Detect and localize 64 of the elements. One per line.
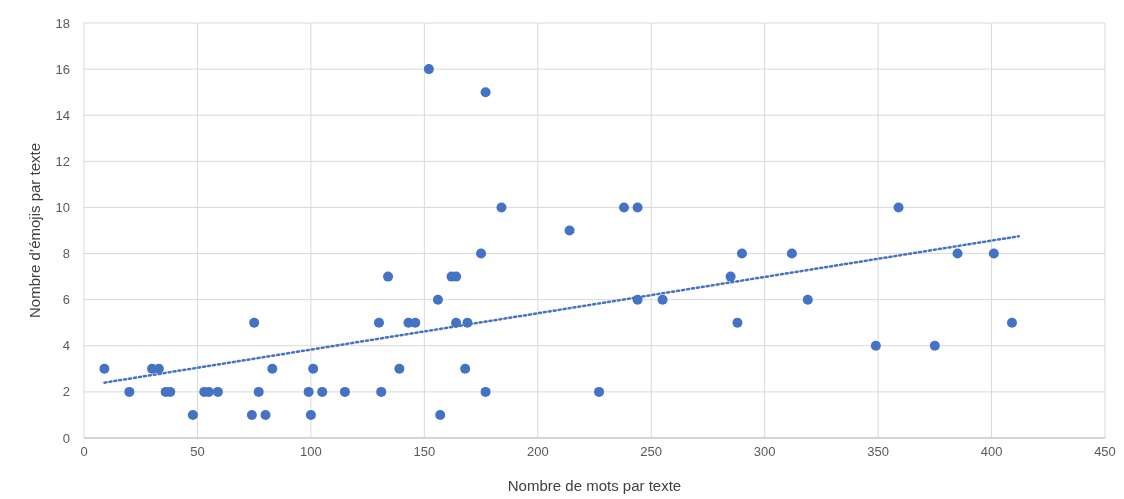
x-tick-label: 350 (867, 444, 889, 459)
point (303, 386, 314, 397)
y-tick-label: 2 (62, 384, 70, 400)
point (423, 64, 434, 75)
point (124, 386, 135, 397)
point (480, 386, 491, 397)
point (267, 363, 278, 374)
point (376, 386, 387, 397)
x-tick-label: 250 (640, 444, 663, 459)
x-tick-label: 300 (753, 444, 776, 459)
y-tick-label: 4 (62, 338, 70, 354)
point (619, 202, 629, 213)
point (460, 363, 471, 374)
point (1006, 317, 1017, 328)
point (952, 248, 963, 259)
point (394, 363, 405, 374)
point (246, 409, 257, 420)
x-axis-title: Nombre de mots par texte (507, 477, 682, 494)
point (260, 409, 271, 420)
point (870, 340, 881, 351)
point (476, 248, 487, 259)
x-tick-label: 400 (980, 444, 1003, 459)
y-axis-title: Nombre d’émojis par texte (26, 142, 43, 319)
y-tick-label: 16 (55, 61, 70, 77)
point (308, 363, 319, 374)
point (432, 294, 443, 305)
point (339, 386, 350, 397)
point (253, 386, 264, 397)
point (802, 294, 813, 305)
point (632, 202, 643, 213)
point (594, 386, 605, 397)
point (212, 386, 223, 397)
y-tick-label: 0 (62, 430, 70, 446)
y-tick-label: 18 (55, 15, 70, 31)
point (786, 248, 797, 259)
x-tick-label: 450 (1094, 444, 1116, 459)
point (496, 202, 507, 213)
point (732, 317, 743, 328)
point (187, 409, 198, 420)
point (480, 87, 491, 98)
x-tick-label: 150 (413, 444, 436, 459)
point (383, 271, 394, 282)
y-tick-label: 8 (62, 246, 70, 262)
x-tick-label: 0 (80, 444, 88, 459)
point (317, 386, 328, 397)
y-tick-label: 14 (55, 107, 70, 123)
x-tick-label: 200 (526, 444, 549, 459)
x-tick-label: 50 (190, 444, 205, 459)
point (435, 409, 446, 420)
point (725, 271, 736, 282)
point (564, 225, 575, 236)
x-tick-label: 100 (300, 444, 322, 459)
point (893, 202, 904, 213)
point (736, 248, 747, 259)
point (99, 363, 110, 374)
point (249, 317, 260, 328)
y-tick-label: 6 (62, 292, 70, 308)
y-tick-label: 12 (55, 153, 70, 169)
point (373, 317, 384, 328)
point (988, 248, 999, 259)
point (657, 294, 668, 305)
point (305, 409, 316, 420)
y-tick-label: 10 (55, 199, 70, 215)
point (929, 340, 940, 351)
